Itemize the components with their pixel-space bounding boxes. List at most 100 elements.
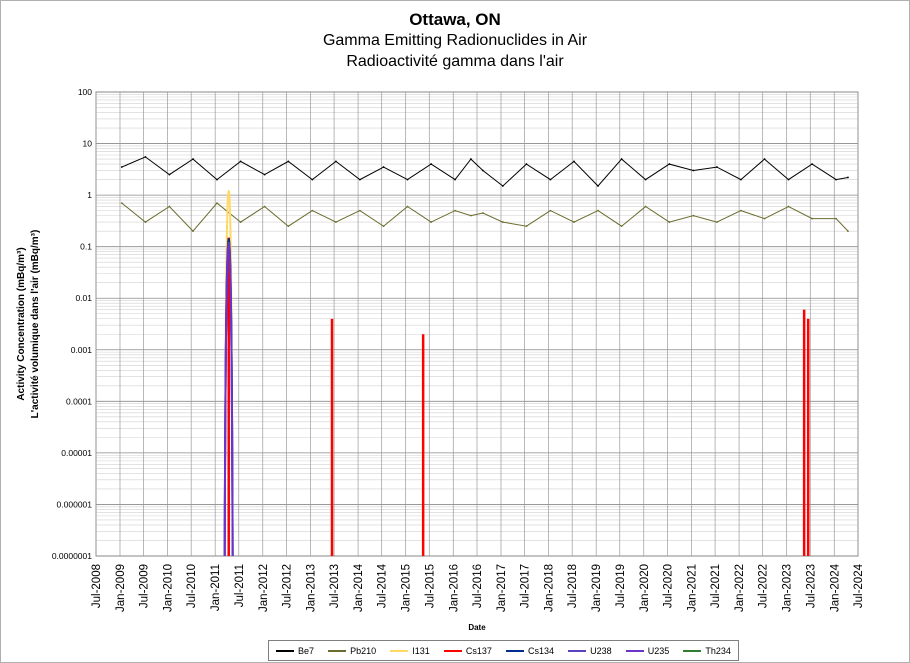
series-be7-point bbox=[263, 173, 266, 176]
y-tick-label: 0.001 bbox=[71, 345, 93, 355]
series-be7-point bbox=[716, 166, 718, 168]
x-tick-label: Jul-2010 bbox=[186, 564, 198, 608]
legend-swatch bbox=[276, 649, 295, 652]
chart-title: Ottawa, ON bbox=[409, 10, 501, 29]
series-be7-point bbox=[469, 158, 472, 160]
series-be7-point bbox=[692, 169, 695, 172]
legend-item-cs134: Cs134 bbox=[506, 646, 554, 656]
x-tick-label: Jul-2017 bbox=[520, 564, 532, 608]
legend-item-u235: U235 bbox=[625, 645, 670, 656]
y-tick-label: 0.1 bbox=[80, 242, 92, 252]
series-pb210-point bbox=[573, 221, 575, 223]
series-be7-point bbox=[406, 178, 409, 181]
x-tick-label: Jan-2009 bbox=[115, 564, 127, 612]
legend-swatch bbox=[443, 649, 462, 652]
x-tick-label: Jul-2009 bbox=[139, 564, 151, 608]
series-be7-point bbox=[811, 163, 814, 165]
legend-label: Pb210 bbox=[350, 645, 377, 656]
x-tick-label: Jan-2016 bbox=[448, 564, 460, 612]
legend-label: Be7 bbox=[298, 645, 315, 656]
legend-item-pb210: Pb210 bbox=[328, 646, 376, 656]
series-be7-point bbox=[501, 185, 504, 187]
y-tick-label: 0.0000001 bbox=[52, 551, 92, 561]
series-u238-point bbox=[227, 241, 230, 244]
series-be7-point bbox=[359, 178, 361, 181]
series-pb210-point bbox=[359, 209, 361, 212]
series-be7-point bbox=[454, 178, 456, 181]
x-tick-label: Jan-2012 bbox=[258, 564, 270, 612]
series-be7-point bbox=[620, 158, 623, 160]
y-tick-label: 0.000001 bbox=[57, 499, 93, 509]
x-tick-label: Jan-2023 bbox=[782, 564, 794, 612]
y-axis-title-en: Activity Concentration (mBq/m³) bbox=[16, 247, 27, 400]
chart-subtitle-fr: Radioactivité gamma dans l'air bbox=[346, 53, 564, 70]
series-be7-point bbox=[430, 163, 433, 165]
x-tick-label: Jan-2024 bbox=[829, 563, 841, 612]
series-pb210-point bbox=[811, 217, 814, 220]
series-pb210-point bbox=[597, 209, 599, 212]
x-tick-label: Jan-2014 bbox=[353, 563, 365, 612]
legend-swatch bbox=[683, 649, 702, 652]
legend-item-be7: Be7 bbox=[276, 646, 314, 656]
series-u235-point bbox=[227, 245, 230, 248]
series-pb210-point bbox=[239, 221, 242, 223]
series-pb210-point bbox=[847, 230, 849, 233]
x-tick-label: Jul-2015 bbox=[424, 564, 436, 608]
series-pb210-point bbox=[454, 209, 456, 212]
legend-item-cs137: Cs137 bbox=[443, 646, 492, 656]
legend-label: I131 bbox=[412, 645, 430, 656]
series-pb210-point bbox=[335, 221, 337, 223]
series-pb210-point bbox=[644, 205, 647, 208]
series-pb210-point bbox=[430, 221, 433, 223]
series-pb210-point bbox=[263, 205, 266, 208]
x-tick-label: Jan-2020 bbox=[639, 564, 651, 612]
x-tick-label: Jul-2022 bbox=[758, 564, 770, 608]
x-tick-label: Jan-2010 bbox=[163, 564, 175, 612]
legend-label: U235 bbox=[647, 645, 670, 656]
x-tick-label: Jul-2023 bbox=[805, 564, 817, 608]
x-tick-label: Jul-2019 bbox=[615, 564, 627, 608]
series-pb210-point bbox=[501, 221, 504, 223]
legend-item-th234: Th234 bbox=[683, 646, 731, 656]
series-pb210-point bbox=[787, 205, 790, 208]
x-tick-label: Jan-2021 bbox=[686, 564, 698, 612]
x-tick-label: Jan-2017 bbox=[496, 564, 508, 612]
x-tick-label: Jan-2011 bbox=[210, 564, 222, 611]
legend-label: Cs134 bbox=[528, 645, 555, 656]
x-tick-label: Jul-2011 bbox=[234, 564, 246, 607]
y-tick-label: 0.0001 bbox=[66, 396, 92, 406]
series-pb210-point bbox=[192, 230, 194, 233]
series-be7-point bbox=[192, 158, 194, 160]
legend-swatch bbox=[568, 649, 587, 652]
chart-subtitle-en: Gamma Emitting Radionuclides in Air bbox=[322, 32, 588, 49]
legend-item-i131: I131 bbox=[390, 646, 430, 656]
series-be7-point bbox=[335, 160, 337, 163]
series-pb210-point bbox=[620, 225, 623, 228]
legend-label: Th234 bbox=[705, 645, 731, 656]
series-pb210-point bbox=[740, 209, 742, 212]
series-pb210-point bbox=[287, 225, 290, 228]
series-be7-point bbox=[763, 158, 766, 160]
series-pb210-point bbox=[525, 225, 528, 228]
series-be7-point bbox=[740, 178, 742, 181]
y-tick-label: 10 bbox=[83, 139, 93, 149]
legend-swatch bbox=[328, 649, 347, 652]
y-axis-title-fr: L'activité volumique dans l'air (mBq/m³) bbox=[30, 230, 41, 419]
series-be7-point bbox=[311, 178, 314, 181]
series-pb210-point bbox=[144, 221, 147, 223]
series-pb210-point bbox=[406, 205, 409, 208]
series-be7-point bbox=[481, 169, 484, 172]
series-pb210-point bbox=[835, 217, 837, 220]
series-be7-point bbox=[668, 163, 671, 165]
series-be7-point bbox=[144, 156, 147, 158]
x-tick-label: Jan-2013 bbox=[305, 564, 317, 612]
legend-item-u238: U238 bbox=[568, 646, 612, 656]
series-be7-point bbox=[835, 178, 837, 181]
series-pb210-point bbox=[311, 209, 314, 212]
series-be7-point bbox=[168, 173, 171, 176]
x-tick-label: Jan-2018 bbox=[544, 564, 556, 612]
series-pb210-point bbox=[168, 205, 171, 208]
chart-titles: Ottawa, ON Gamma Emitting Radionuclides … bbox=[0, 10, 910, 72]
x-tick-label: Jul-2020 bbox=[663, 564, 675, 608]
